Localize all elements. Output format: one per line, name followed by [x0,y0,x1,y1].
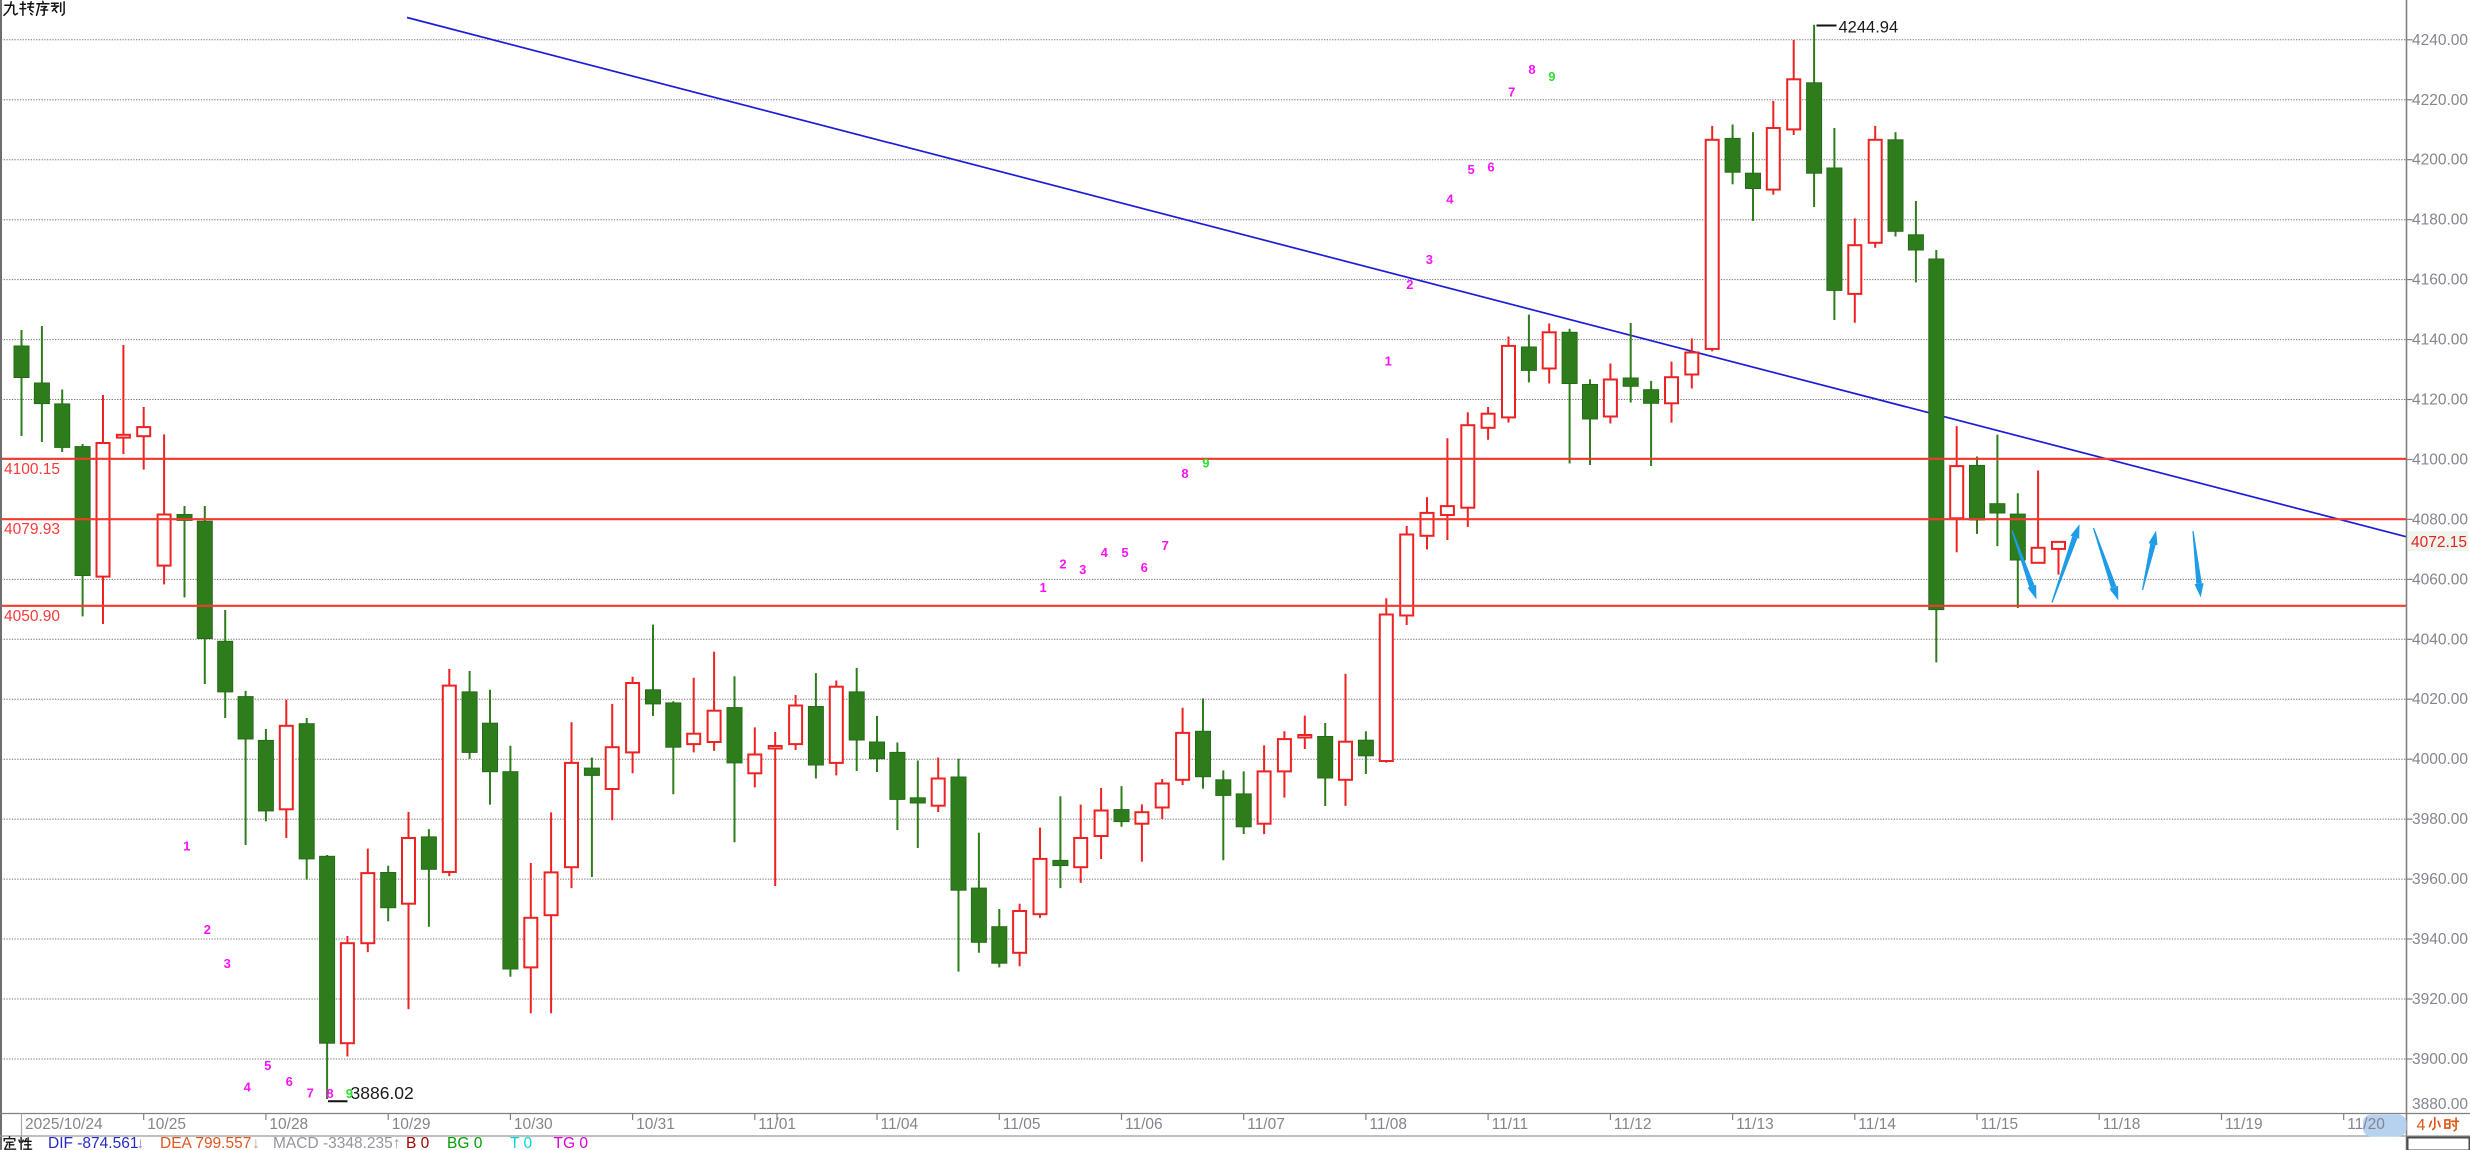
svg-text:11/15: 11/15 [1981,1116,2019,1133]
svg-text:BG 0: BG 0 [447,1135,483,1150]
svg-text:TG 0: TG 0 [554,1135,589,1150]
svg-text:3940.00: 3940.00 [2412,931,2468,948]
svg-text:4: 4 [2417,1117,2426,1134]
svg-text:4244.94: 4244.94 [1839,19,1899,37]
svg-text:11/07: 11/07 [1247,1116,1285,1133]
svg-text:2: 2 [1059,557,1066,572]
svg-text:10/30: 10/30 [514,1116,553,1133]
svg-text:7: 7 [307,1085,314,1100]
svg-text:11/19: 11/19 [2225,1116,2263,1133]
svg-text:3886.02: 3886.02 [351,1083,414,1103]
svg-text:4160.00: 4160.00 [2412,272,2468,289]
svg-text:4079.93: 4079.93 [4,521,60,538]
svg-text:3: 3 [1079,562,1086,577]
svg-text:3: 3 [224,956,231,971]
svg-text:5: 5 [1121,545,1128,560]
svg-text:4120.00: 4120.00 [2412,392,2468,409]
svg-text:10/31: 10/31 [636,1116,675,1133]
svg-text:3920.00: 3920.00 [2412,991,2468,1008]
svg-text:3900.00: 3900.00 [2412,1051,2468,1068]
svg-text:4220.00: 4220.00 [2412,92,2468,109]
svg-text:DEA 799.557: DEA 799.557 [160,1135,251,1150]
svg-text:3: 3 [1426,252,1433,267]
svg-text:1: 1 [1385,354,1392,369]
svg-text:9: 9 [1202,456,1209,471]
svg-text:9: 9 [346,1086,353,1101]
svg-text:3960.00: 3960.00 [2412,871,2468,888]
svg-text:8: 8 [1181,466,1188,481]
svg-text:4: 4 [1101,545,1109,560]
svg-text:11/18: 11/18 [2103,1116,2141,1133]
svg-text:6: 6 [286,1074,293,1089]
svg-text:4072.15: 4072.15 [2411,534,2467,551]
svg-text:4020.00: 4020.00 [2412,691,2468,708]
svg-text:4000.00: 4000.00 [2412,751,2468,768]
svg-text:4240.00: 4240.00 [2412,32,2468,49]
svg-text:1: 1 [1039,580,1046,595]
svg-text:11/05: 11/05 [1003,1116,1041,1133]
svg-text:4100.15: 4100.15 [4,461,60,478]
svg-text:4200.00: 4200.00 [2412,152,2468,169]
svg-text:4180.00: 4180.00 [2412,212,2468,229]
svg-text:5: 5 [1467,162,1474,177]
svg-text:B 0: B 0 [406,1135,430,1150]
svg-text:7: 7 [1162,538,1169,553]
svg-text:4040.00: 4040.00 [2412,631,2468,648]
svg-text:4100.00: 4100.00 [2412,452,2468,469]
svg-text:DIF -874.561: DIF -874.561 [48,1135,138,1150]
svg-text:4: 4 [244,1080,252,1095]
svg-text:4: 4 [1446,192,1454,207]
svg-text:T 0: T 0 [510,1135,532,1150]
svg-text:7: 7 [1508,85,1515,100]
svg-text:9: 9 [1548,69,1555,84]
svg-text:10/25: 10/25 [147,1116,186,1133]
svg-text:8: 8 [1528,62,1535,77]
svg-text:MACD -3348.235↑: MACD -3348.235↑ [273,1135,401,1150]
svg-text:3980.00: 3980.00 [2412,811,2468,828]
svg-text:4140.00: 4140.00 [2412,332,2468,349]
svg-text:11/11: 11/11 [1492,1116,1529,1133]
svg-text:10/28: 10/28 [269,1116,308,1133]
svg-text:11/06: 11/06 [1125,1116,1163,1133]
svg-text:10/29: 10/29 [392,1116,431,1133]
svg-text:2: 2 [1406,277,1413,292]
svg-text:1: 1 [183,839,190,854]
svg-text:↓: ↓ [137,1135,145,1150]
svg-text:4060.00: 4060.00 [2412,571,2468,588]
svg-text:8: 8 [326,1086,333,1101]
svg-text:2: 2 [204,922,211,937]
svg-text:6: 6 [1487,160,1494,175]
svg-text:11/13: 11/13 [1736,1116,1774,1133]
svg-text:11/04: 11/04 [881,1116,919,1133]
svg-text:5: 5 [264,1058,271,1073]
svg-text:↓: ↓ [252,1135,260,1150]
svg-text:4080.00: 4080.00 [2412,511,2468,528]
svg-text:11/08: 11/08 [1369,1116,1407,1133]
svg-text:11/12: 11/12 [1614,1116,1652,1133]
svg-text:4050.90: 4050.90 [4,608,60,625]
svg-text:2025/10/24: 2025/10/24 [25,1116,103,1133]
svg-text:11/20: 11/20 [2347,1116,2385,1133]
svg-text:11/01: 11/01 [758,1116,796,1133]
svg-text:11/14: 11/14 [1858,1116,1896,1133]
svg-text:3880.00: 3880.00 [2412,1096,2468,1113]
svg-text:6: 6 [1141,560,1148,575]
